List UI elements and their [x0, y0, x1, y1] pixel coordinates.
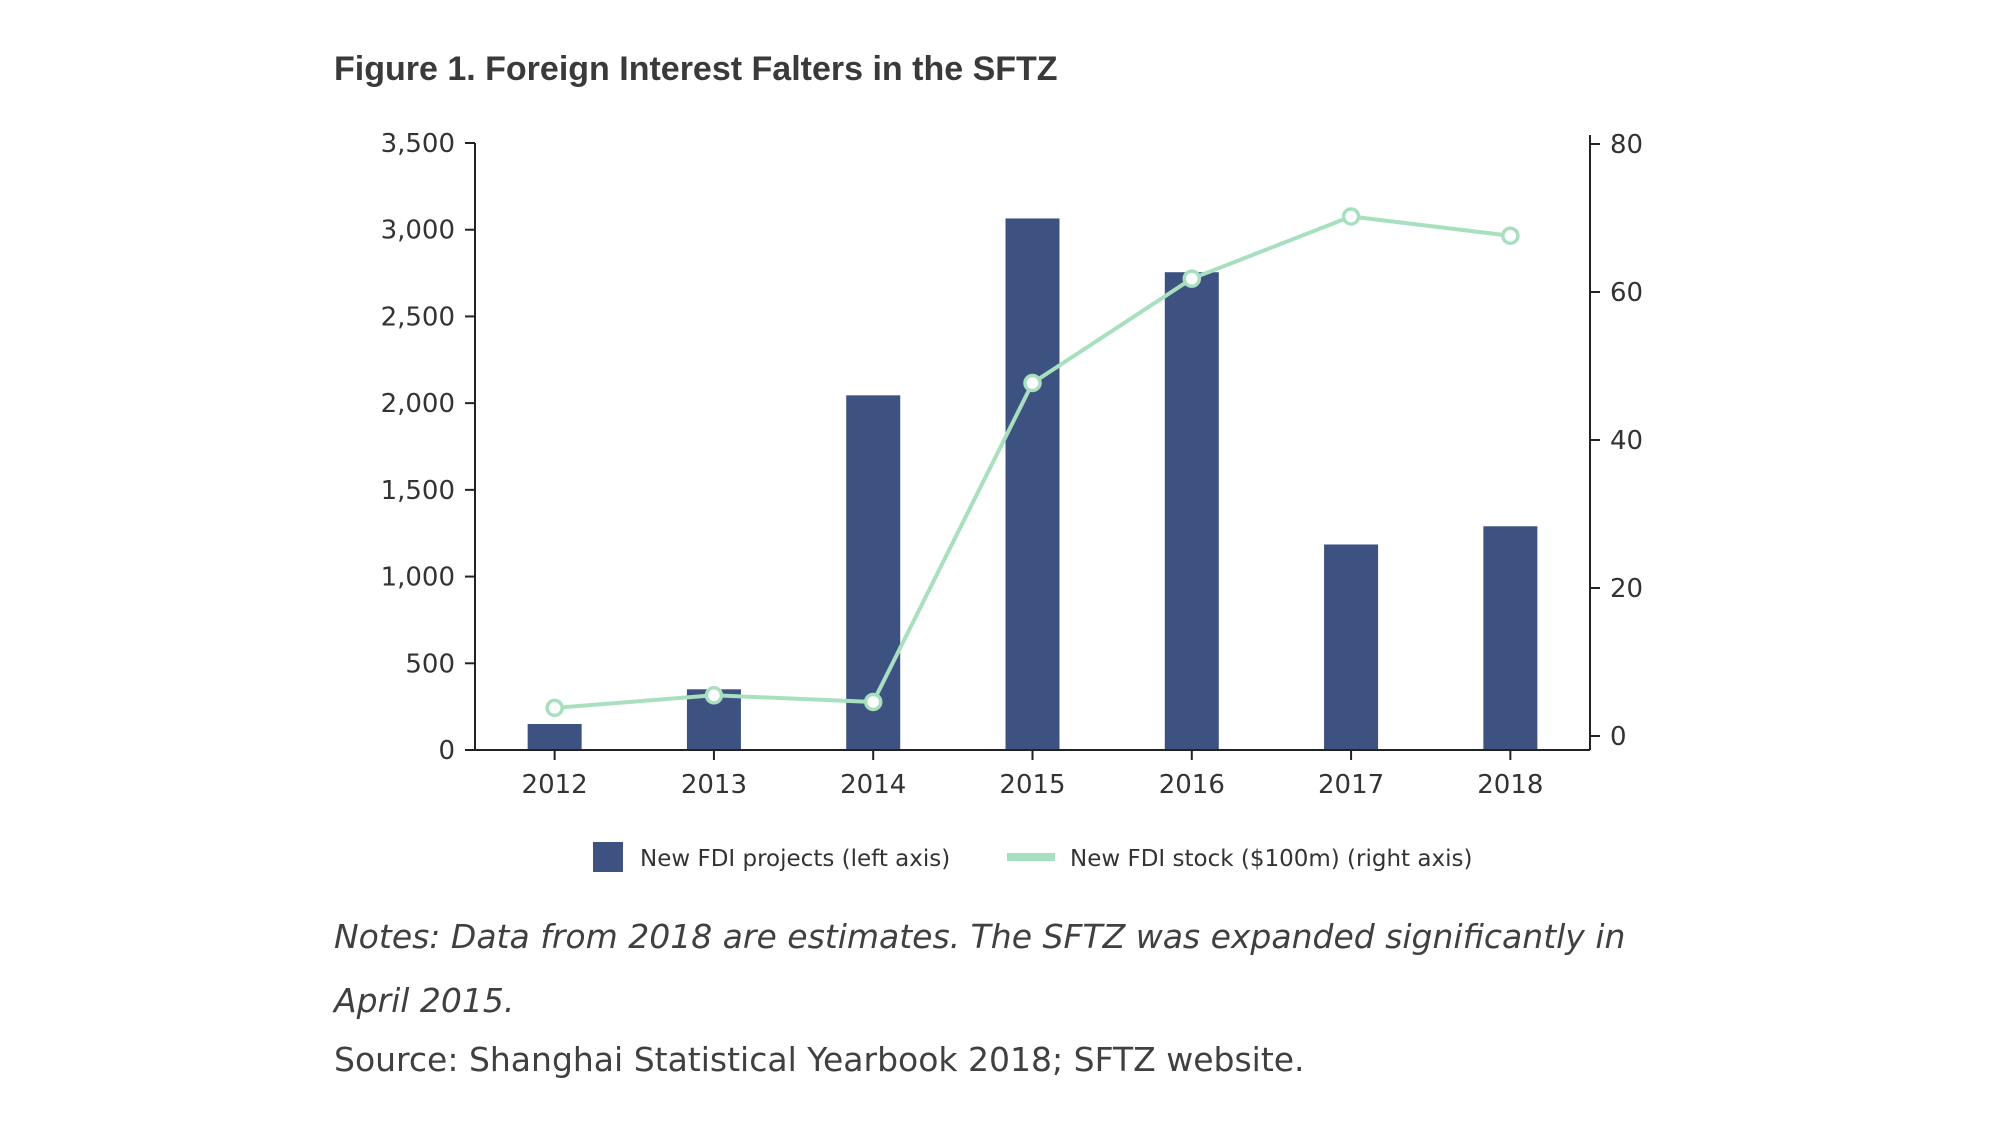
right-tick-label: 20 — [1610, 574, 1643, 604]
legend-label-projects: New FDI projects (left axis) — [640, 846, 950, 872]
legend-label-stock: New FDI stock ($100m) (right axis) — [1070, 846, 1472, 872]
point-2013 — [704, 686, 724, 705]
left-tick-label: 3,500 — [381, 129, 455, 159]
x-tick-label: 2018 — [1477, 770, 1543, 800]
bar-2016 — [1164, 272, 1219, 750]
bar-2014 — [846, 395, 901, 750]
chart-title: Figure 1. Foreign Interest Falters in th… — [334, 50, 1058, 88]
left-tick-label: 2,000 — [381, 389, 455, 419]
right-tick-label: 40 — [1610, 426, 1643, 456]
bar-2015 — [1005, 218, 1060, 751]
point-2016 — [1182, 269, 1202, 288]
left-tick-label: 1,500 — [381, 476, 455, 506]
line-layer — [545, 207, 1520, 718]
chart-source: Source: Shanghai Statistical Yearbook 20… — [334, 1040, 1305, 1079]
left-tick-label: 3,000 — [381, 216, 455, 246]
legend: New FDI projects (left axis) New FDI stoc… — [593, 842, 1472, 872]
chart-notes: Notes: Data from 2018 are estimates. The… — [334, 917, 1626, 1020]
x-tick-label: 2012 — [522, 770, 588, 800]
left-tick-label: 2,500 — [381, 302, 455, 332]
x-tick-label: 2013 — [681, 770, 747, 800]
left-tick-label: 1,000 — [381, 563, 455, 593]
point-2015 — [1023, 373, 1042, 393]
x-tick-label: 2016 — [1159, 770, 1225, 800]
point-2018 — [1501, 226, 1520, 246]
left-tick-label: 500 — [405, 649, 455, 679]
right-tick-label: 80 — [1610, 130, 1643, 160]
bar-2012 — [527, 723, 582, 750]
bars-layer — [527, 218, 1538, 751]
right-tick-label: 60 — [1610, 278, 1643, 308]
left-tick-label: 0 — [438, 736, 455, 766]
point-2012 — [545, 698, 564, 718]
x-tick-label: 2017 — [1318, 770, 1384, 800]
x-tick-label: 2014 — [840, 770, 906, 800]
bar-2017 — [1324, 544, 1379, 750]
bar-2018 — [1483, 526, 1538, 750]
legend-swatch-projects — [593, 842, 623, 872]
axes-layer: 0 500 1,000 1,500 2,000 2,500 3,000 3,500 2012 20… — [381, 129, 1644, 800]
point-2017 — [1341, 207, 1361, 226]
point-2014 — [863, 692, 883, 712]
right-tick-label: 0 — [1610, 722, 1627, 752]
x-tick-label: 2015 — [999, 770, 1065, 800]
